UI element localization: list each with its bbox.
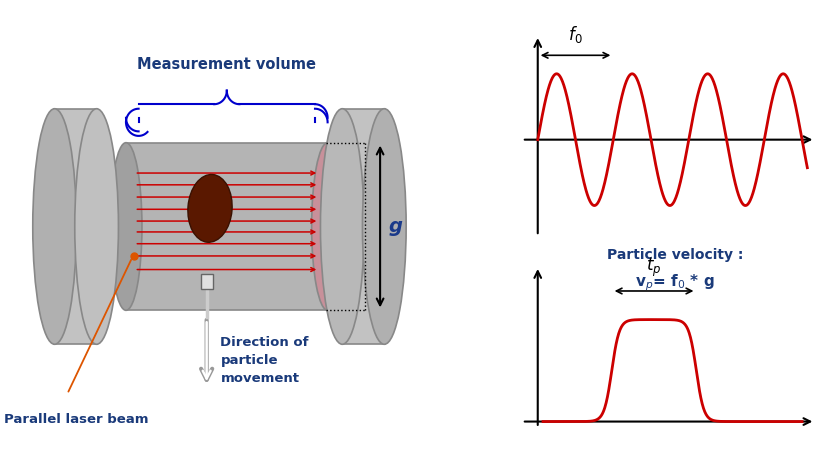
- Text: f$_{0}$: f$_{0}$: [568, 24, 583, 45]
- Ellipse shape: [188, 174, 232, 242]
- Ellipse shape: [110, 143, 142, 310]
- Text: Parallel laser beam: Parallel laser beam: [4, 413, 149, 425]
- Text: g: g: [388, 217, 402, 236]
- Text: Direction of
particle
movement: Direction of particle movement: [220, 336, 309, 385]
- Ellipse shape: [312, 143, 344, 310]
- Text: v$_{p}$= f$_{0}$ * g: v$_{p}$= f$_{0}$ * g: [635, 272, 715, 293]
- Text: t$_{p}$: t$_{p}$: [646, 255, 662, 279]
- Polygon shape: [126, 143, 328, 310]
- Ellipse shape: [75, 109, 118, 344]
- Ellipse shape: [33, 109, 76, 344]
- Text: Particle velocity :: Particle velocity :: [607, 248, 743, 262]
- Ellipse shape: [363, 109, 407, 344]
- Polygon shape: [55, 109, 97, 344]
- Polygon shape: [343, 109, 385, 344]
- Text: Measurement volume: Measurement volume: [137, 58, 317, 72]
- Ellipse shape: [321, 109, 365, 344]
- Bar: [201, 274, 213, 289]
